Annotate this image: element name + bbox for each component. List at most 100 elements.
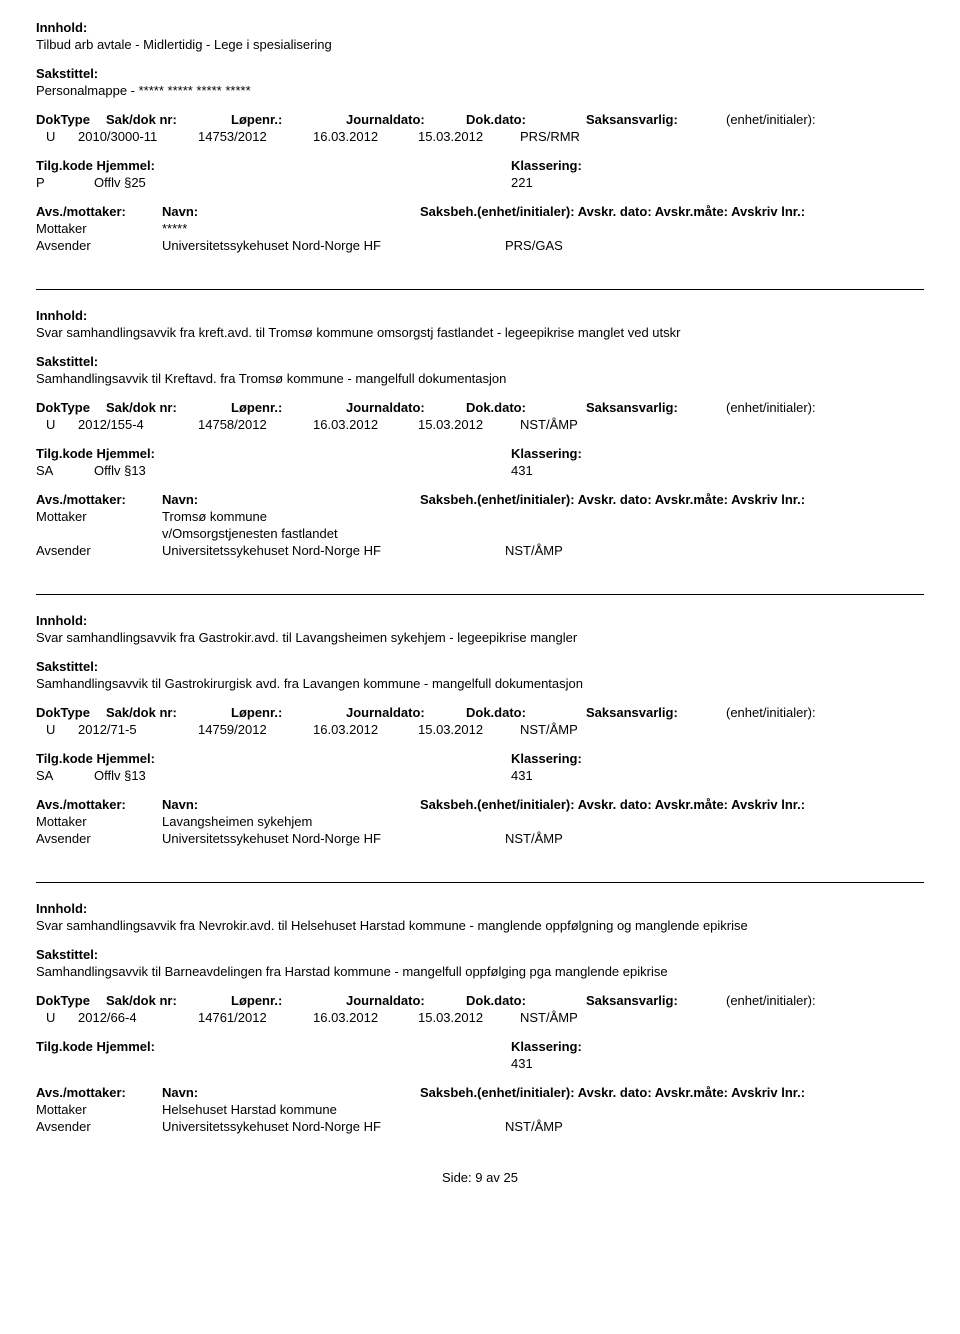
mottaker-row: Mottaker Tromsø kommune bbox=[36, 509, 924, 524]
avsmottaker-header: Avs./mottaker: Navn: Saksbeh.(enhet/init… bbox=[36, 492, 924, 507]
navn-label: Navn: bbox=[162, 492, 420, 507]
sakstittel-text: Samhandlingsavvik til Barneavdelingen fr… bbox=[36, 964, 924, 979]
innhold-label: Innhold: bbox=[36, 20, 87, 35]
enhet-header: (enhet/initialer): bbox=[726, 400, 866, 415]
journaldato-header: Journaldato: bbox=[346, 993, 466, 1008]
mottaker-name: ***** bbox=[162, 221, 505, 236]
page-number: 9 bbox=[475, 1170, 482, 1185]
doktype-header: DokType bbox=[36, 400, 106, 415]
avsender-name: Universitetssykehuset Nord-Norge HF bbox=[162, 238, 505, 253]
saksbeh-label: Saksbeh.(enhet/initialer): Avskr. dato: … bbox=[420, 1085, 805, 1100]
sakstittel-text: Samhandlingsavvik til Kreftavd. fra Trom… bbox=[36, 371, 924, 386]
avsmottaker-header: Avs./mottaker: Navn: Saksbeh.(enhet/init… bbox=[36, 204, 924, 219]
sakstittel-text: Personalmappe - ***** ***** ***** ***** bbox=[36, 83, 924, 98]
enhet-header: (enhet/initialer): bbox=[726, 705, 866, 720]
dokdato-value: 15.03.2012 bbox=[418, 129, 520, 144]
enhet-header: (enhet/initialer): bbox=[726, 112, 866, 127]
lopenr-header: Løpenr.: bbox=[231, 112, 346, 127]
journaldato-value: 16.03.2012 bbox=[313, 129, 418, 144]
avsender-label: Avsender bbox=[36, 831, 162, 846]
avsender-unit: NST/ÅMP bbox=[505, 1119, 563, 1134]
avsender-name: Universitetssykehuset Nord-Norge HF bbox=[162, 831, 505, 846]
klassering-value: 431 bbox=[511, 768, 533, 783]
mottaker-name: Helsehuset Harstad kommune bbox=[162, 1102, 505, 1117]
tilgkode-row: Tilg.kode Hjemmel: Klassering: bbox=[36, 1039, 924, 1054]
hjemmel-row: 431 bbox=[36, 1056, 924, 1071]
tilgkode-row: Tilg.kode Hjemmel: Klassering: bbox=[36, 751, 924, 766]
avsender-row: Avsender Universitetssykehuset Nord-Norg… bbox=[36, 831, 924, 846]
hjemmel-label: Hjemmel: bbox=[96, 751, 155, 766]
sakstittel-label: Sakstittel: bbox=[36, 947, 98, 962]
record-separator bbox=[36, 594, 924, 595]
avsender-name: Universitetssykehuset Nord-Norge HF bbox=[162, 1119, 505, 1134]
lopenr-value: 14753/2012 bbox=[198, 129, 313, 144]
tilgkode-label: Tilg.kode bbox=[36, 446, 93, 461]
column-values: U 2012/71-5 14759/2012 16.03.2012 15.03.… bbox=[36, 722, 924, 737]
hjemmel-value bbox=[94, 1056, 511, 1071]
klassering-value: 431 bbox=[511, 463, 533, 478]
saksansvarlig-header: Saksansvarlig: bbox=[586, 993, 726, 1008]
column-values: U 2012/66-4 14761/2012 16.03.2012 15.03.… bbox=[36, 1010, 924, 1025]
mottaker-name: Lavangsheimen sykehjem bbox=[162, 814, 505, 829]
mottaker-label: Mottaker bbox=[36, 509, 162, 524]
document-page: Innhold: Tilbud arb avtale - Midlertidig… bbox=[0, 0, 960, 1205]
klassering-value: 221 bbox=[511, 175, 533, 190]
doktype-header: DokType bbox=[36, 705, 106, 720]
avsmottaker-header: Avs./mottaker: Navn: Saksbeh.(enhet/init… bbox=[36, 1085, 924, 1100]
lopenr-header: Løpenr.: bbox=[231, 993, 346, 1008]
mottaker-label: Mottaker bbox=[36, 221, 162, 236]
column-headers: DokType Sak/dok nr: Løpenr.: Journaldato… bbox=[36, 400, 924, 415]
sakdoknr-value: 2012/71-5 bbox=[78, 722, 198, 737]
dokdato-value: 15.03.2012 bbox=[418, 417, 520, 432]
dokdato-value: 15.03.2012 bbox=[418, 1010, 520, 1025]
saksansvarlig-header: Saksansvarlig: bbox=[586, 705, 726, 720]
avsender-row: Avsender Universitetssykehuset Nord-Norg… bbox=[36, 238, 924, 253]
hjemmel-value: Offlv §13 bbox=[94, 463, 511, 478]
journaldato-value: 16.03.2012 bbox=[313, 417, 418, 432]
hjemmel-label: Hjemmel: bbox=[96, 446, 155, 461]
mottaker-label: Mottaker bbox=[36, 814, 162, 829]
saksansvarlig-value: NST/ÅMP bbox=[520, 417, 680, 432]
journal-record: Innhold: Svar samhandlingsavvik fra Gast… bbox=[36, 613, 924, 846]
sakdoknr-value: 2012/155-4 bbox=[78, 417, 198, 432]
av-label: av bbox=[486, 1170, 500, 1185]
avsmottaker-header: Avs./mottaker: Navn: Saksbeh.(enhet/init… bbox=[36, 797, 924, 812]
dokdato-value: 15.03.2012 bbox=[418, 722, 520, 737]
hjemmel-row: SA Offlv §13 431 bbox=[36, 463, 924, 478]
sakdoknr-header: Sak/dok nr: bbox=[106, 400, 231, 415]
avsender-row: Avsender Universitetssykehuset Nord-Norg… bbox=[36, 1119, 924, 1134]
column-values: U 2010/3000-11 14753/2012 16.03.2012 15.… bbox=[36, 129, 924, 144]
hjemmel-value: Offlv §13 bbox=[94, 768, 511, 783]
innhold-label: Innhold: bbox=[36, 613, 87, 628]
doktype-value: U bbox=[36, 1010, 78, 1025]
tilgkode-value: P bbox=[36, 175, 94, 190]
avsmottaker-label: Avs./mottaker: bbox=[36, 1085, 162, 1100]
tilgkode-label: Tilg.kode bbox=[36, 158, 93, 173]
avsmottaker-label: Avs./mottaker: bbox=[36, 492, 162, 507]
tilgkode-row: Tilg.kode Hjemmel: Klassering: bbox=[36, 446, 924, 461]
page-total: 25 bbox=[504, 1170, 518, 1185]
saksansvarlig-header: Saksansvarlig: bbox=[586, 112, 726, 127]
journal-record: Innhold: Svar samhandlingsavvik fra kref… bbox=[36, 308, 924, 558]
avsender-label: Avsender bbox=[36, 238, 162, 253]
sakstittel-label: Sakstittel: bbox=[36, 659, 98, 674]
navn-label: Navn: bbox=[162, 797, 420, 812]
innhold-text: Tilbud arb avtale - Midlertidig - Lege i… bbox=[36, 37, 924, 52]
tilgkode-label: Tilg.kode bbox=[36, 751, 93, 766]
tilgkode-value: SA bbox=[36, 463, 94, 478]
mottaker-name: Tromsø kommune bbox=[162, 509, 505, 524]
journal-record: Innhold: Tilbud arb avtale - Midlertidig… bbox=[36, 20, 924, 253]
saksansvarlig-value: NST/ÅMP bbox=[520, 1010, 680, 1025]
saksansvarlig-header: Saksansvarlig: bbox=[586, 400, 726, 415]
klassering-label: Klassering: bbox=[511, 158, 582, 173]
saksansvarlig-value: NST/ÅMP bbox=[520, 722, 680, 737]
tilgkode-label: Tilg.kode bbox=[36, 1039, 93, 1054]
mottaker-row: Mottaker Lavangsheimen sykehjem bbox=[36, 814, 924, 829]
tilgkode-row: Tilg.kode Hjemmel: Klassering: bbox=[36, 158, 924, 173]
navn-label: Navn: bbox=[162, 204, 420, 219]
klassering-label: Klassering: bbox=[511, 1039, 582, 1054]
mottaker-row-2: v/Omsorgstjenesten fastlandet bbox=[36, 526, 924, 541]
sakdoknr-value: 2012/66-4 bbox=[78, 1010, 198, 1025]
column-values: U 2012/155-4 14758/2012 16.03.2012 15.03… bbox=[36, 417, 924, 432]
journal-record: Innhold: Svar samhandlingsavvik fra Nevr… bbox=[36, 901, 924, 1134]
